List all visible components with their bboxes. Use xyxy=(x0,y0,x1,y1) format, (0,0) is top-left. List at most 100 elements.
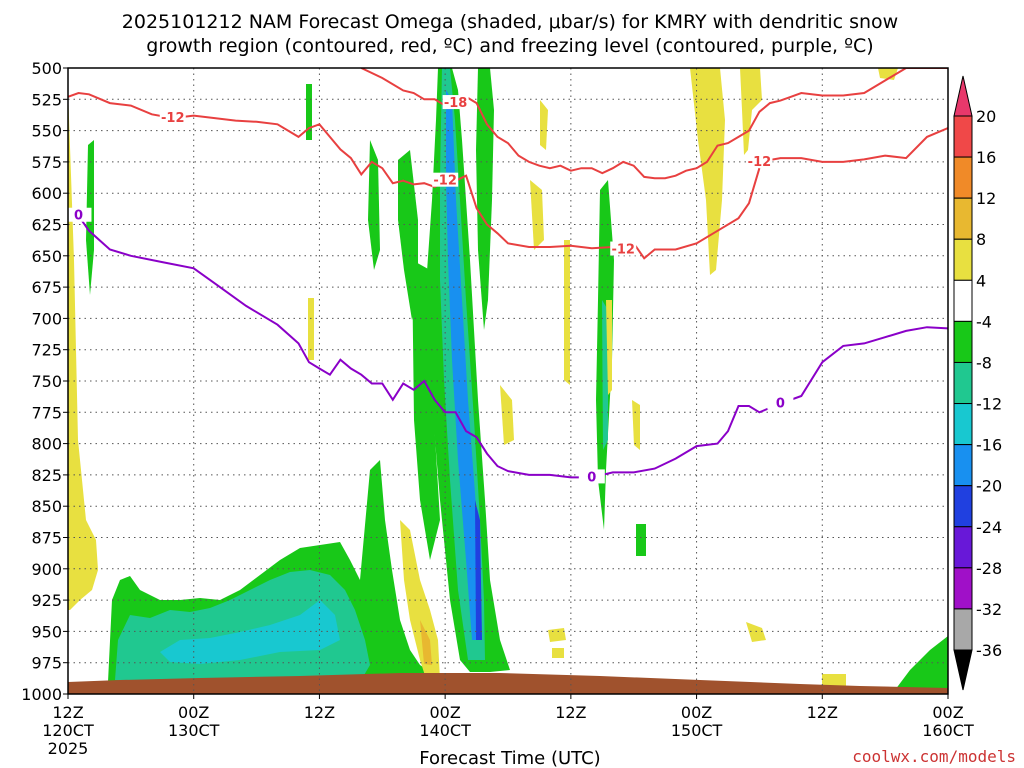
credit-text: coolwx.com/models xyxy=(852,747,1016,766)
colorbar-swatch xyxy=(953,320,973,363)
y-tick-label: 1000 xyxy=(21,685,62,704)
omega-descent-strip-a-core xyxy=(420,620,432,665)
colorbar-swatch xyxy=(953,567,973,610)
dgz-bottom-contour-label-bg xyxy=(610,241,637,256)
y-tick-label: 800 xyxy=(31,435,62,454)
y-tick-label: 825 xyxy=(31,466,62,485)
colorbar-swatch xyxy=(953,156,973,199)
omega-ascent-strip-8 xyxy=(306,84,312,140)
y-tick-label: 900 xyxy=(31,560,62,579)
dgz-bottom-contour-label: -12 xyxy=(161,111,185,126)
omega-descent-blob-m xyxy=(746,622,766,642)
colorbar-label: 20 xyxy=(976,107,996,126)
y-tick-label: 925 xyxy=(31,591,62,610)
chart-title-line-1: 2025101212 NAM Forecast Omega (shaded, μ… xyxy=(122,11,898,33)
omega-descent-strip-i xyxy=(632,400,640,450)
y-tick-label: 950 xyxy=(31,622,62,641)
colorbar-swatch xyxy=(953,238,973,281)
colorbar-bottom-arrow xyxy=(953,649,973,691)
x-tick-time-label: 12Z xyxy=(807,703,838,722)
y-tick-label: 975 xyxy=(31,654,62,673)
colorbar-swatch xyxy=(953,485,973,528)
colorbar-swatch xyxy=(953,608,973,651)
colorbar-swatch xyxy=(953,361,973,405)
x-tick-time-label: 00Z xyxy=(681,703,712,722)
y-tick-label: 850 xyxy=(31,497,62,516)
y-tick-label: 525 xyxy=(31,90,62,109)
omega-ascent-strip-2 xyxy=(476,68,494,330)
colorbar-label: 4 xyxy=(976,271,986,290)
y-tick-label: 875 xyxy=(31,529,62,548)
dgz-top-contour-label: -18 xyxy=(444,96,468,111)
omega-descent-left-edge xyxy=(68,90,98,610)
x-tick-time-label: 00Z xyxy=(932,703,963,722)
dgz-bottom-contour-label-bg xyxy=(159,110,186,125)
omega-descent-strip-g xyxy=(500,385,514,445)
omega-descent-blob-n xyxy=(822,674,846,686)
y-tick-label: 625 xyxy=(31,216,62,235)
omega-ascent-inner-left xyxy=(160,600,340,664)
x-tick-date-label: 160CT xyxy=(922,721,974,740)
y-tick-label: 550 xyxy=(31,122,62,141)
omega-descent-strip-h xyxy=(606,300,612,395)
colorbar-label: -24 xyxy=(976,518,1002,537)
x-tick-year-label: 2025 xyxy=(48,739,89,758)
colorbar-swatch xyxy=(953,279,973,322)
y-tick-label: 775 xyxy=(31,403,62,422)
colorbar-label: -16 xyxy=(976,436,1002,455)
y-tick-label: 725 xyxy=(31,341,62,360)
colorbar-label: 12 xyxy=(976,189,996,208)
dgz-bottom-contour-label-bg xyxy=(432,172,459,187)
colorbar-swatch xyxy=(953,526,973,569)
y-tick-label: 675 xyxy=(31,278,62,297)
contour-label-layer: 0 0 0 -18 -12 -12 -12 -12 xyxy=(65,95,794,485)
freezing-level-contour-label-bg xyxy=(65,207,92,222)
y-tick-label: 750 xyxy=(31,372,62,391)
omega-descent-strip-j xyxy=(308,298,314,360)
dgz-bottom-late-contour-label-bg xyxy=(746,153,773,168)
y-tick-label: 500 xyxy=(31,59,62,78)
y-tick-label: 650 xyxy=(31,247,62,266)
freezing-level-contour-label: 0 xyxy=(74,209,83,224)
colorbar-swatch xyxy=(953,444,973,487)
colorbar-label: -4 xyxy=(976,312,992,331)
colorbar-swatch xyxy=(953,115,973,158)
omega-descent-strip-b xyxy=(690,68,725,275)
x-tick-date-label: 150CT xyxy=(671,721,723,740)
colorbar-label: -12 xyxy=(976,395,1002,414)
freezing-level-contour-label: 0 xyxy=(776,397,785,412)
omega-ascent-strip-4 xyxy=(368,140,380,270)
omega-descent-strip-f xyxy=(564,240,570,385)
omega-ascent-strip-6-core xyxy=(602,300,608,450)
colorbar-label: -20 xyxy=(976,477,1002,496)
dgz-top-contour-label-bg xyxy=(442,95,469,110)
y-tick-label: 600 xyxy=(31,184,62,203)
colorbar-label: 16 xyxy=(976,148,996,167)
x-tick-time-label: 12Z xyxy=(304,703,335,722)
freezing-level-contour xyxy=(68,214,948,479)
dgz-bottom-contour-label: -12 xyxy=(433,174,457,189)
freezing-level-contour-label: 0 xyxy=(587,470,596,485)
freezing-level-contour-label-bg xyxy=(578,469,605,484)
freezing-level-contour-label-bg xyxy=(767,395,794,410)
colorbar-label: -8 xyxy=(976,353,992,372)
terrain-surface xyxy=(68,673,948,694)
omega-ascent-column-navy xyxy=(475,500,482,640)
colorbar-swatch xyxy=(953,403,973,446)
omega-ascent-corner xyxy=(895,636,948,692)
colorbar-top-arrow xyxy=(953,75,973,117)
y-tick-label: 575 xyxy=(31,153,62,172)
omega-shading xyxy=(68,68,948,694)
x-tick-date-label: 120CT xyxy=(42,721,94,740)
dgz-bottom-contour-label: -12 xyxy=(611,243,635,258)
omega-descent-blob-l xyxy=(548,628,566,642)
omega-ascent-strip-5 xyxy=(412,260,440,560)
grid-layer xyxy=(68,68,948,694)
dgz-bottom-contour xyxy=(68,91,761,260)
x-tick-time-label: 00Z xyxy=(429,703,460,722)
x-tick-time-label: 12Z xyxy=(52,703,83,722)
x-tick-time-label: 00Z xyxy=(178,703,209,722)
colorbar-label: -36 xyxy=(976,641,1002,660)
